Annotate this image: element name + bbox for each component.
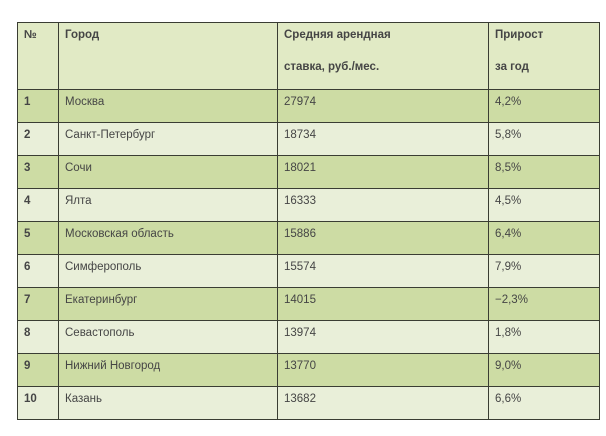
column-header-growth-line1: Прирост [495, 29, 544, 41]
column-header-number-label: № [24, 29, 37, 41]
cell-number: 1 [17, 89, 59, 123]
cell-number: 8 [17, 320, 59, 354]
cell-growth: 5,8% [488, 122, 600, 156]
column-header-rate-line1: Средняя арендная [284, 29, 391, 41]
cell-rate: 15574 [277, 254, 489, 288]
cell-rate: 18021 [277, 155, 489, 189]
cell-growth: −2,3% [488, 287, 600, 321]
cell-growth: 6,6% [488, 386, 600, 420]
table-row: 8 Севастополь 13974 1,8% [17, 320, 600, 354]
table-row: 2 Санкт-Петербург 18734 5,8% [17, 122, 600, 156]
cell-growth: 4,2% [488, 89, 600, 123]
cell-rate: 13682 [277, 386, 489, 420]
column-header-growth-line2: за год [495, 61, 529, 73]
cell-city: Симферополь [58, 254, 278, 288]
table-row: 4 Ялта 16333 4,5% [17, 188, 600, 222]
header-row: № Город Средняя арендная ставка, руб./ме… [17, 22, 600, 90]
table-row: 7 Екатеринбург 14015 −2,3% [17, 287, 600, 321]
cell-growth: 9,0% [488, 353, 600, 387]
table-header: № Город Средняя арендная ставка, руб./ме… [17, 22, 600, 90]
column-header-rate: Средняя арендная ставка, руб./мес. [277, 22, 489, 90]
table-row: 10 Казань 13682 6,6% [17, 386, 600, 420]
cell-rate: 15886 [277, 221, 489, 255]
table-row: 5 Московская область 15886 6,4% [17, 221, 600, 255]
cell-number: 4 [17, 188, 59, 222]
cell-growth: 6,4% [488, 221, 600, 255]
cell-rate: 27974 [277, 89, 489, 123]
cell-city: Москва [58, 89, 278, 123]
cell-city: Санкт-Петербург [58, 122, 278, 156]
column-header-number: № [17, 22, 59, 90]
cell-number: 7 [17, 287, 59, 321]
cell-growth: 4,5% [488, 188, 600, 222]
cell-city: Нижний Новгород [58, 353, 278, 387]
cell-rate: 18734 [277, 122, 489, 156]
cell-city: Сочи [58, 155, 278, 189]
cell-growth: 7,9% [488, 254, 600, 288]
cell-number: 6 [17, 254, 59, 288]
cell-number: 2 [17, 122, 59, 156]
cell-number: 3 [17, 155, 59, 189]
cell-growth: 8,5% [488, 155, 600, 189]
cell-city: Севастополь [58, 320, 278, 354]
cell-rate: 14015 [277, 287, 489, 321]
cell-city: Казань [58, 386, 278, 420]
cell-rate: 13770 [277, 353, 489, 387]
table-row: 6 Симферополь 15574 7,9% [17, 254, 600, 288]
column-header-rate-line2: ставка, руб./мес. [284, 61, 380, 73]
cell-city: Московская область [58, 221, 278, 255]
column-header-growth: Прирост за год [488, 22, 600, 90]
column-header-city-label: Город [65, 29, 100, 41]
cell-growth: 1,8% [488, 320, 600, 354]
rental-rates-table: № Город Средняя арендная ставка, руб./ме… [17, 22, 600, 420]
cell-rate: 13974 [277, 320, 489, 354]
table-body: 1 Москва 27974 4,2% 2 Санкт-Петербург 18… [17, 89, 600, 420]
cell-city: Ялта [58, 188, 278, 222]
cell-number: 10 [17, 386, 59, 420]
table-row: 9 Нижний Новгород 13770 9,0% [17, 353, 600, 387]
table-row: 1 Москва 27974 4,2% [17, 89, 600, 123]
cell-city: Екатеринбург [58, 287, 278, 321]
cell-rate: 16333 [277, 188, 489, 222]
table-row: 3 Сочи 18021 8,5% [17, 155, 600, 189]
cell-number: 5 [17, 221, 59, 255]
column-header-city: Город [58, 22, 278, 90]
cell-number: 9 [17, 353, 59, 387]
